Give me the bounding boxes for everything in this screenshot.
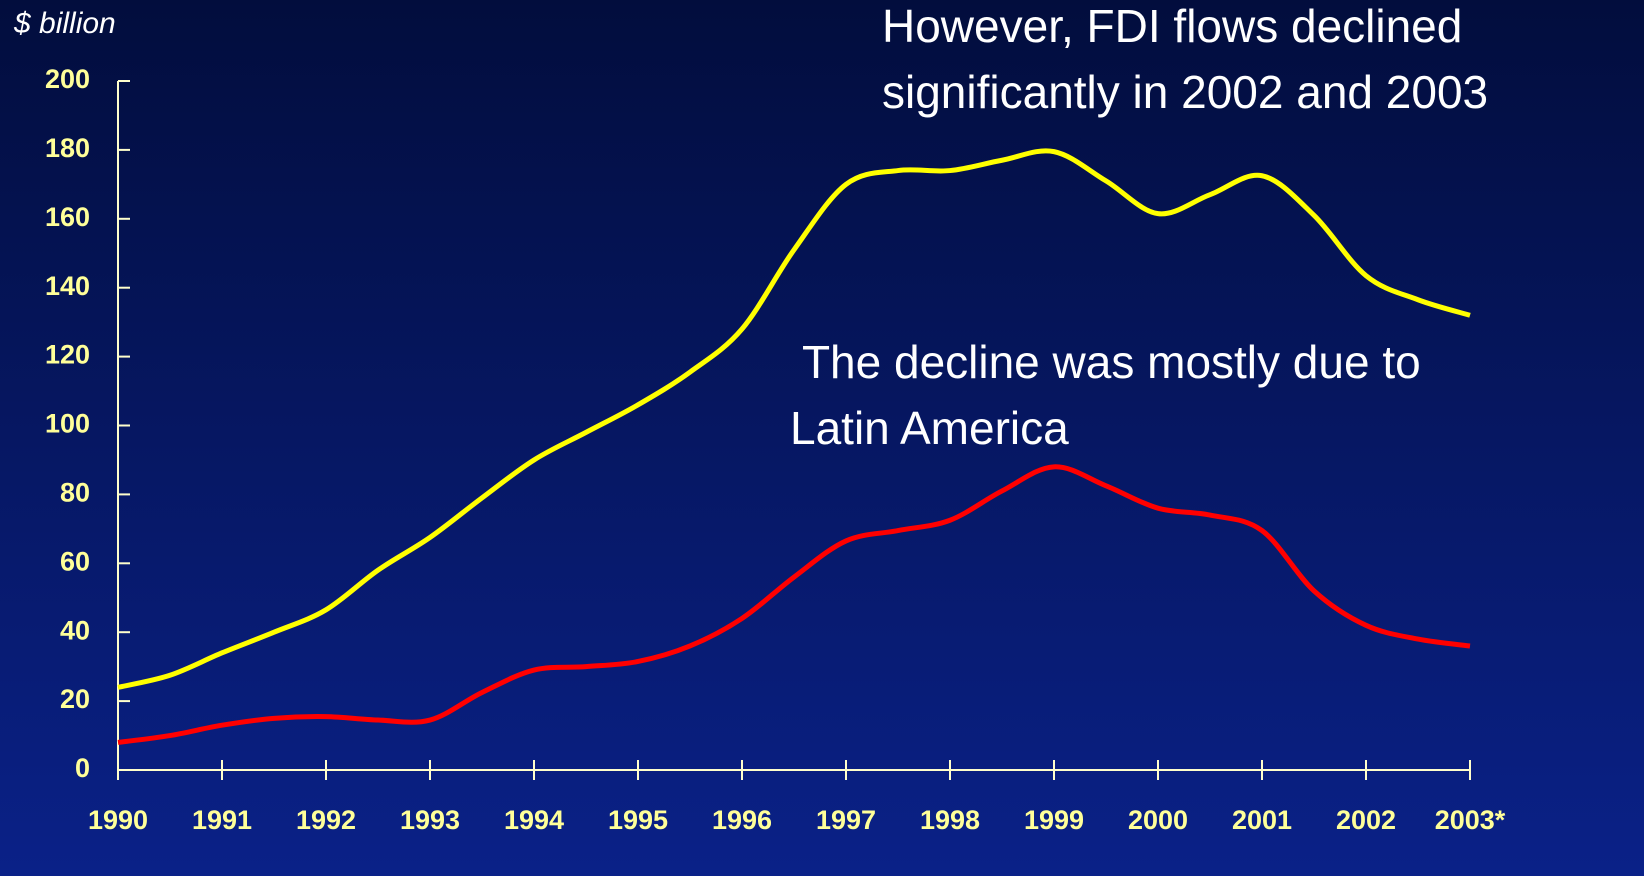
annotation: However, FDI flows declined: [882, 0, 1462, 52]
x-tick-label: 1998: [920, 805, 980, 835]
y-tick-label: 160: [45, 202, 90, 232]
y-tick-label: 60: [60, 546, 90, 576]
annotation: significantly in 2002 and 2003: [882, 66, 1488, 118]
annotation: Latin America: [790, 402, 1069, 454]
y-tick-label: 80: [60, 478, 90, 508]
x-tick-label: 1997: [816, 805, 876, 835]
y-tick-label: 120: [45, 340, 90, 370]
x-tick-label: 2003*: [1435, 805, 1506, 835]
x-tick-label: 2000: [1128, 805, 1188, 835]
annotation: The decline was mostly due to: [790, 336, 1421, 388]
x-tick-label: 2002: [1336, 805, 1396, 835]
x-tick-label: 1996: [712, 805, 772, 835]
x-tick-label: 1992: [296, 805, 356, 835]
y-axis-label: $ billion: [13, 7, 116, 40]
y-tick-label: 0: [75, 753, 90, 783]
x-tick-label: 1991: [192, 805, 252, 835]
x-tick-label: 1995: [608, 805, 668, 835]
series-line: [117, 148, 1471, 690]
series-line: [117, 464, 1471, 745]
x-tick-label: 1993: [400, 805, 460, 835]
y-tick-label: 140: [45, 271, 90, 301]
y-tick-label: 40: [60, 615, 90, 645]
x-tick-label: 1999: [1024, 805, 1084, 835]
y-tick-label: 20: [60, 684, 90, 714]
y-tick-label: 200: [45, 64, 90, 94]
y-tick-label: 180: [45, 133, 90, 163]
y-tick-label: 100: [45, 409, 90, 439]
x-tick-label: 1990: [88, 805, 148, 835]
x-tick-label: 2001: [1232, 805, 1292, 835]
x-tick-label: 1994: [504, 805, 564, 835]
